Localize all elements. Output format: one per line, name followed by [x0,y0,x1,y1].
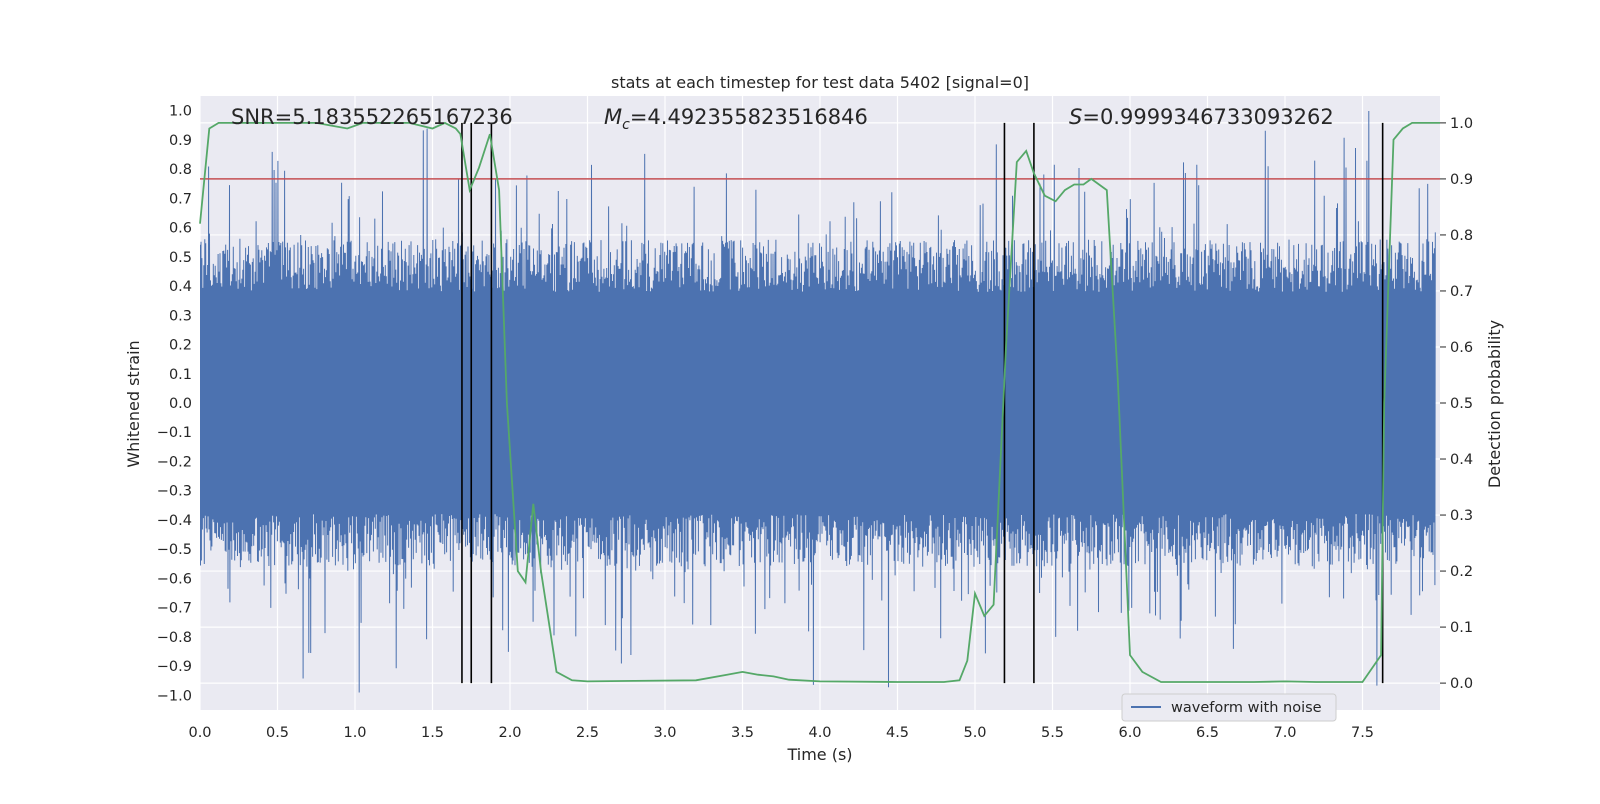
y-left-tick-label: 1.0 [169,104,192,120]
s-annotation: S=0.9999346733093262 [1069,105,1334,129]
y-left-tick-label: 0.2 [169,338,192,354]
y-left-tick-label: −0.8 [157,630,192,646]
y-left-tick-label: 0.5 [169,250,192,266]
snr-annotation: SNR=5.183552265167236 [231,105,513,129]
y-left-tick-label: 0.8 [169,162,192,178]
y-left-tick-label: 0.1 [169,367,192,383]
y-left-tick-label: −0.9 [157,659,192,675]
x-tick-label: 5.0 [963,725,986,741]
y-right-tick-label: 0.2 [1450,564,1473,580]
y-left-tick-label: −0.1 [157,425,192,441]
y-left-tick-label: 0.6 [169,221,192,237]
y-right-tick-label: 0.7 [1450,284,1473,300]
x-tick-label: 3.0 [653,725,676,741]
chart-title: stats at each timestep for test data 540… [611,73,1029,92]
legend-box [1121,693,1337,722]
y-axis-left-label: Whitened strain [124,340,143,467]
y-axis-right-label: Detection probability [1485,320,1504,488]
y-left-tick-label: −0.6 [157,571,192,587]
legend-label: waveform with noise [1171,700,1322,716]
x-tick-label: 1.0 [343,725,366,741]
y-left-tick-label: −0.7 [157,601,192,617]
x-tick-label: 1.5 [421,725,444,741]
y-right-tick-label: 0.4 [1450,452,1473,468]
y-right-tick-label: 0.5 [1450,396,1473,412]
y-right-tick-label: 1.0 [1450,116,1473,132]
x-tick-label: 4.5 [886,725,909,741]
y-left-tick-label: −0.4 [157,513,192,529]
mc-annotation: Mc=4.492355823516846 [604,105,868,133]
y-left-tick-label: −1.0 [157,688,192,704]
y-right-tick-label: 0.6 [1450,340,1473,356]
x-axis-label: Time (s) [786,745,852,764]
x-tick-label: 3.5 [731,725,754,741]
y-left-tick-label: −0.3 [157,484,192,500]
x-tick-label: 6.5 [1196,725,1219,741]
y-left-tick-label: 0.0 [169,396,192,412]
x-tick-label: 2.5 [576,725,599,741]
x-tick-label: 0.0 [188,725,211,741]
series-waveform-with-noise [200,110,1436,693]
y-right-tick-label: 0.0 [1450,676,1473,692]
x-tick-label: 0.5 [266,725,289,741]
y-right-tick-label: 0.3 [1450,508,1473,524]
y-right-tick-label: 0.9 [1450,172,1473,188]
x-tick-label: 4.0 [808,725,831,741]
x-tick-label: 7.5 [1351,725,1374,741]
legend: waveform with noise [1121,693,1337,722]
series-detection-probability [199,121,1440,683]
y-left-tick-label: −0.2 [157,454,192,470]
y-left-tick-label: 0.7 [169,191,192,207]
y-left-tick-label: 0.9 [169,133,192,149]
x-tick-label: 5.5 [1041,725,1064,741]
y-left-tick-label: −0.5 [157,542,192,558]
plot-area [199,110,1440,693]
y-left-tick-label: 0.4 [169,279,192,295]
axes: 0.0 0.5 1.0 1.5 2.0 2.5 3.0 3.5 4.0 4.5 5.0 5.5 6.0 6… [157,104,1473,741]
x-tick-label: 7.0 [1273,725,1296,741]
y-right-tick-label: 0.1 [1450,620,1473,636]
y-left-tick-label: 0.3 [169,308,192,324]
y-right-tick-label: 0.8 [1450,228,1473,244]
x-tick-label: 6.0 [1118,725,1141,741]
x-tick-label: 2.0 [498,725,521,741]
